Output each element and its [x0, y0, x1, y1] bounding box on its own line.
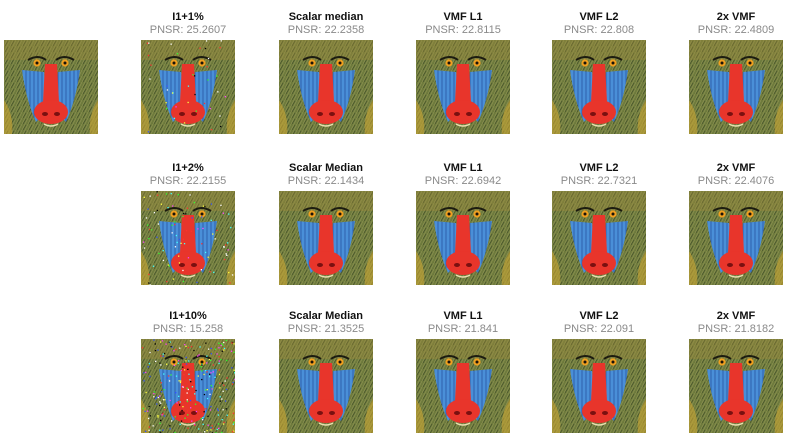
mandrill-image	[279, 40, 373, 134]
mandrill-image	[552, 339, 646, 433]
panel-title: 2x VMF	[716, 310, 756, 322]
psnr-value: PNSR: 22.4809	[697, 24, 775, 36]
panel-title: Scalar median	[288, 11, 364, 23]
panel-title: VMF L1	[443, 310, 483, 322]
mandrill-image	[416, 339, 510, 433]
psnr-value: PNSR: 21.8182	[697, 323, 775, 335]
panel-title: VMF L1	[443, 11, 483, 23]
psnr-value: PNSR: 22.091	[563, 323, 635, 335]
psnr-value: PNSR: 25.2607	[149, 24, 227, 36]
psnr-value: PNSR: 22.7321	[560, 175, 638, 187]
psnr-value: PNSR: 21.3525	[287, 323, 365, 335]
mandrill-image	[689, 40, 783, 134]
panel-title: I1+1%	[172, 11, 204, 23]
mandrill-image	[279, 339, 373, 433]
panel-title: Scalar Median	[289, 162, 363, 174]
psnr-value: PNSR: 22.1434	[287, 175, 365, 187]
panel-title: 2x VMF	[716, 162, 756, 174]
psnr-value: PNSR: 22.8115	[425, 24, 501, 36]
psnr-value: PNSR: 15.258	[152, 323, 224, 335]
panel-title: 2x VMF	[716, 11, 756, 23]
mandrill-image	[141, 191, 235, 285]
mandrill-image	[279, 191, 373, 285]
panel-title: VMF L2	[579, 310, 619, 322]
mandrill-image	[552, 191, 646, 285]
psnr-value: PNSR: 21.841	[427, 323, 499, 335]
panel-title: I1+10%	[169, 310, 207, 322]
psnr-value: PNSR: 22.4076	[697, 175, 775, 187]
mandrill-image	[689, 191, 783, 285]
panel-title: VMF L1	[443, 162, 483, 174]
panel-title: VMF L2	[579, 162, 619, 174]
psnr-value: PNSR: 22.808	[563, 24, 635, 36]
panel-title: VMF L2	[579, 11, 619, 23]
psnr-value: PNSR: 22.6942	[424, 175, 502, 187]
panel-title: Scalar Median	[289, 310, 363, 322]
psnr-value: PNSR: 22.2358	[287, 24, 365, 36]
original-mandrill-image	[4, 40, 98, 134]
mandrill-image	[141, 339, 235, 433]
mandrill-image	[689, 339, 783, 433]
panel-title: I1+2%	[172, 162, 204, 174]
mandrill-image	[416, 40, 510, 134]
mandrill-image	[416, 191, 510, 285]
mandrill-image	[141, 40, 235, 134]
psnr-value: PNSR: 22.2155	[149, 175, 227, 187]
mandrill-image	[552, 40, 646, 134]
